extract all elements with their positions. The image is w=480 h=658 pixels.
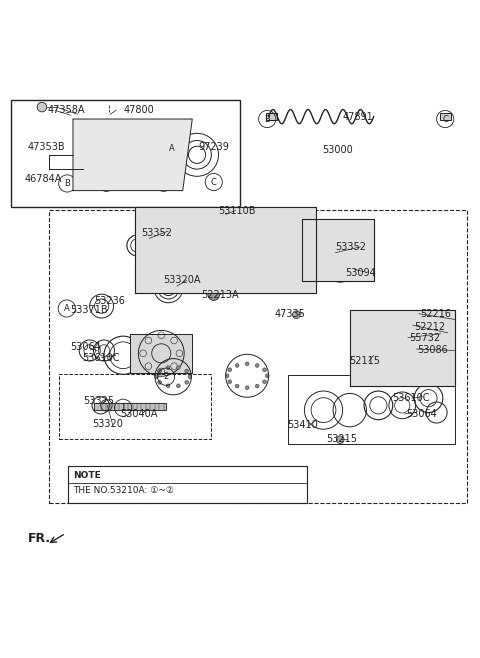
- Text: 52213A: 52213A: [201, 290, 239, 299]
- Text: A: A: [169, 144, 175, 153]
- Text: 47353B: 47353B: [28, 141, 65, 152]
- Circle shape: [185, 369, 189, 373]
- Circle shape: [158, 380, 162, 384]
- Circle shape: [263, 380, 266, 384]
- Circle shape: [255, 384, 259, 388]
- Text: 52115: 52115: [349, 357, 380, 367]
- Bar: [441, 113, 451, 120]
- Circle shape: [166, 366, 170, 370]
- Text: A: A: [64, 304, 70, 313]
- Text: 97239: 97239: [198, 141, 229, 152]
- Bar: [49, 210, 467, 503]
- Circle shape: [168, 142, 179, 153]
- Circle shape: [444, 313, 451, 321]
- Text: 53610C: 53610C: [83, 353, 120, 363]
- Text: FR.: FR.: [28, 532, 51, 545]
- Circle shape: [235, 384, 239, 388]
- Text: 53086: 53086: [418, 345, 448, 355]
- Text: 53352: 53352: [336, 242, 366, 252]
- Polygon shape: [302, 219, 373, 281]
- Circle shape: [155, 375, 158, 378]
- Circle shape: [37, 103, 47, 112]
- Polygon shape: [350, 310, 455, 386]
- Text: 47891: 47891: [343, 112, 373, 122]
- Text: 55732: 55732: [409, 332, 441, 343]
- Text: 53352: 53352: [141, 228, 172, 238]
- Text: 53320A: 53320A: [164, 275, 201, 286]
- Circle shape: [245, 362, 249, 366]
- Text: 1: 1: [120, 403, 126, 413]
- Circle shape: [336, 436, 344, 443]
- Bar: [68, 466, 307, 503]
- Text: 53610C: 53610C: [392, 393, 429, 403]
- Text: 53410: 53410: [287, 420, 317, 430]
- Circle shape: [158, 369, 162, 373]
- Text: 47335: 47335: [275, 309, 305, 318]
- Bar: [266, 113, 277, 120]
- Circle shape: [82, 173, 93, 184]
- Circle shape: [444, 375, 451, 383]
- Text: 53371B: 53371B: [71, 305, 108, 315]
- Text: 47358A: 47358A: [47, 105, 84, 115]
- Circle shape: [245, 386, 249, 390]
- Text: 53064: 53064: [406, 409, 437, 419]
- Text: 53064: 53064: [71, 342, 101, 352]
- Text: 53236: 53236: [95, 296, 125, 307]
- Text: 53320: 53320: [92, 419, 123, 430]
- Text: C: C: [442, 114, 448, 124]
- Circle shape: [444, 325, 451, 333]
- Circle shape: [263, 368, 266, 372]
- Text: B: B: [264, 114, 270, 124]
- Circle shape: [225, 374, 229, 378]
- Circle shape: [185, 380, 189, 384]
- Circle shape: [429, 329, 438, 339]
- Bar: [59, 374, 211, 439]
- Circle shape: [265, 374, 269, 378]
- Text: 53040A: 53040A: [120, 409, 157, 419]
- Circle shape: [255, 363, 259, 367]
- Circle shape: [101, 180, 112, 191]
- Polygon shape: [135, 207, 316, 293]
- Bar: [11, 100, 240, 207]
- Text: 52212: 52212: [414, 322, 445, 332]
- Circle shape: [228, 380, 232, 384]
- Text: NOTE: NOTE: [73, 470, 101, 480]
- Circle shape: [235, 363, 239, 367]
- Text: B: B: [64, 179, 70, 188]
- Text: 53215: 53215: [326, 434, 357, 443]
- Text: 2: 2: [163, 372, 168, 381]
- Circle shape: [177, 384, 180, 388]
- Circle shape: [444, 363, 451, 371]
- Bar: [288, 375, 455, 445]
- Text: 47800: 47800: [123, 105, 154, 115]
- Circle shape: [208, 289, 219, 300]
- Text: 52216: 52216: [420, 309, 451, 318]
- Circle shape: [188, 375, 192, 378]
- Circle shape: [228, 368, 232, 372]
- Circle shape: [158, 180, 169, 191]
- Text: THE NO.53210A: ①~②: THE NO.53210A: ①~②: [73, 486, 174, 495]
- Text: 53325: 53325: [84, 395, 114, 405]
- Text: 46784A: 46784A: [24, 174, 61, 184]
- Polygon shape: [95, 403, 166, 410]
- Text: 53000: 53000: [322, 145, 353, 155]
- Text: 53094: 53094: [345, 268, 376, 278]
- Circle shape: [166, 384, 170, 388]
- Text: C: C: [211, 178, 216, 186]
- Circle shape: [292, 311, 300, 318]
- Circle shape: [177, 366, 180, 370]
- Polygon shape: [73, 119, 192, 191]
- Text: 53110B: 53110B: [218, 206, 256, 216]
